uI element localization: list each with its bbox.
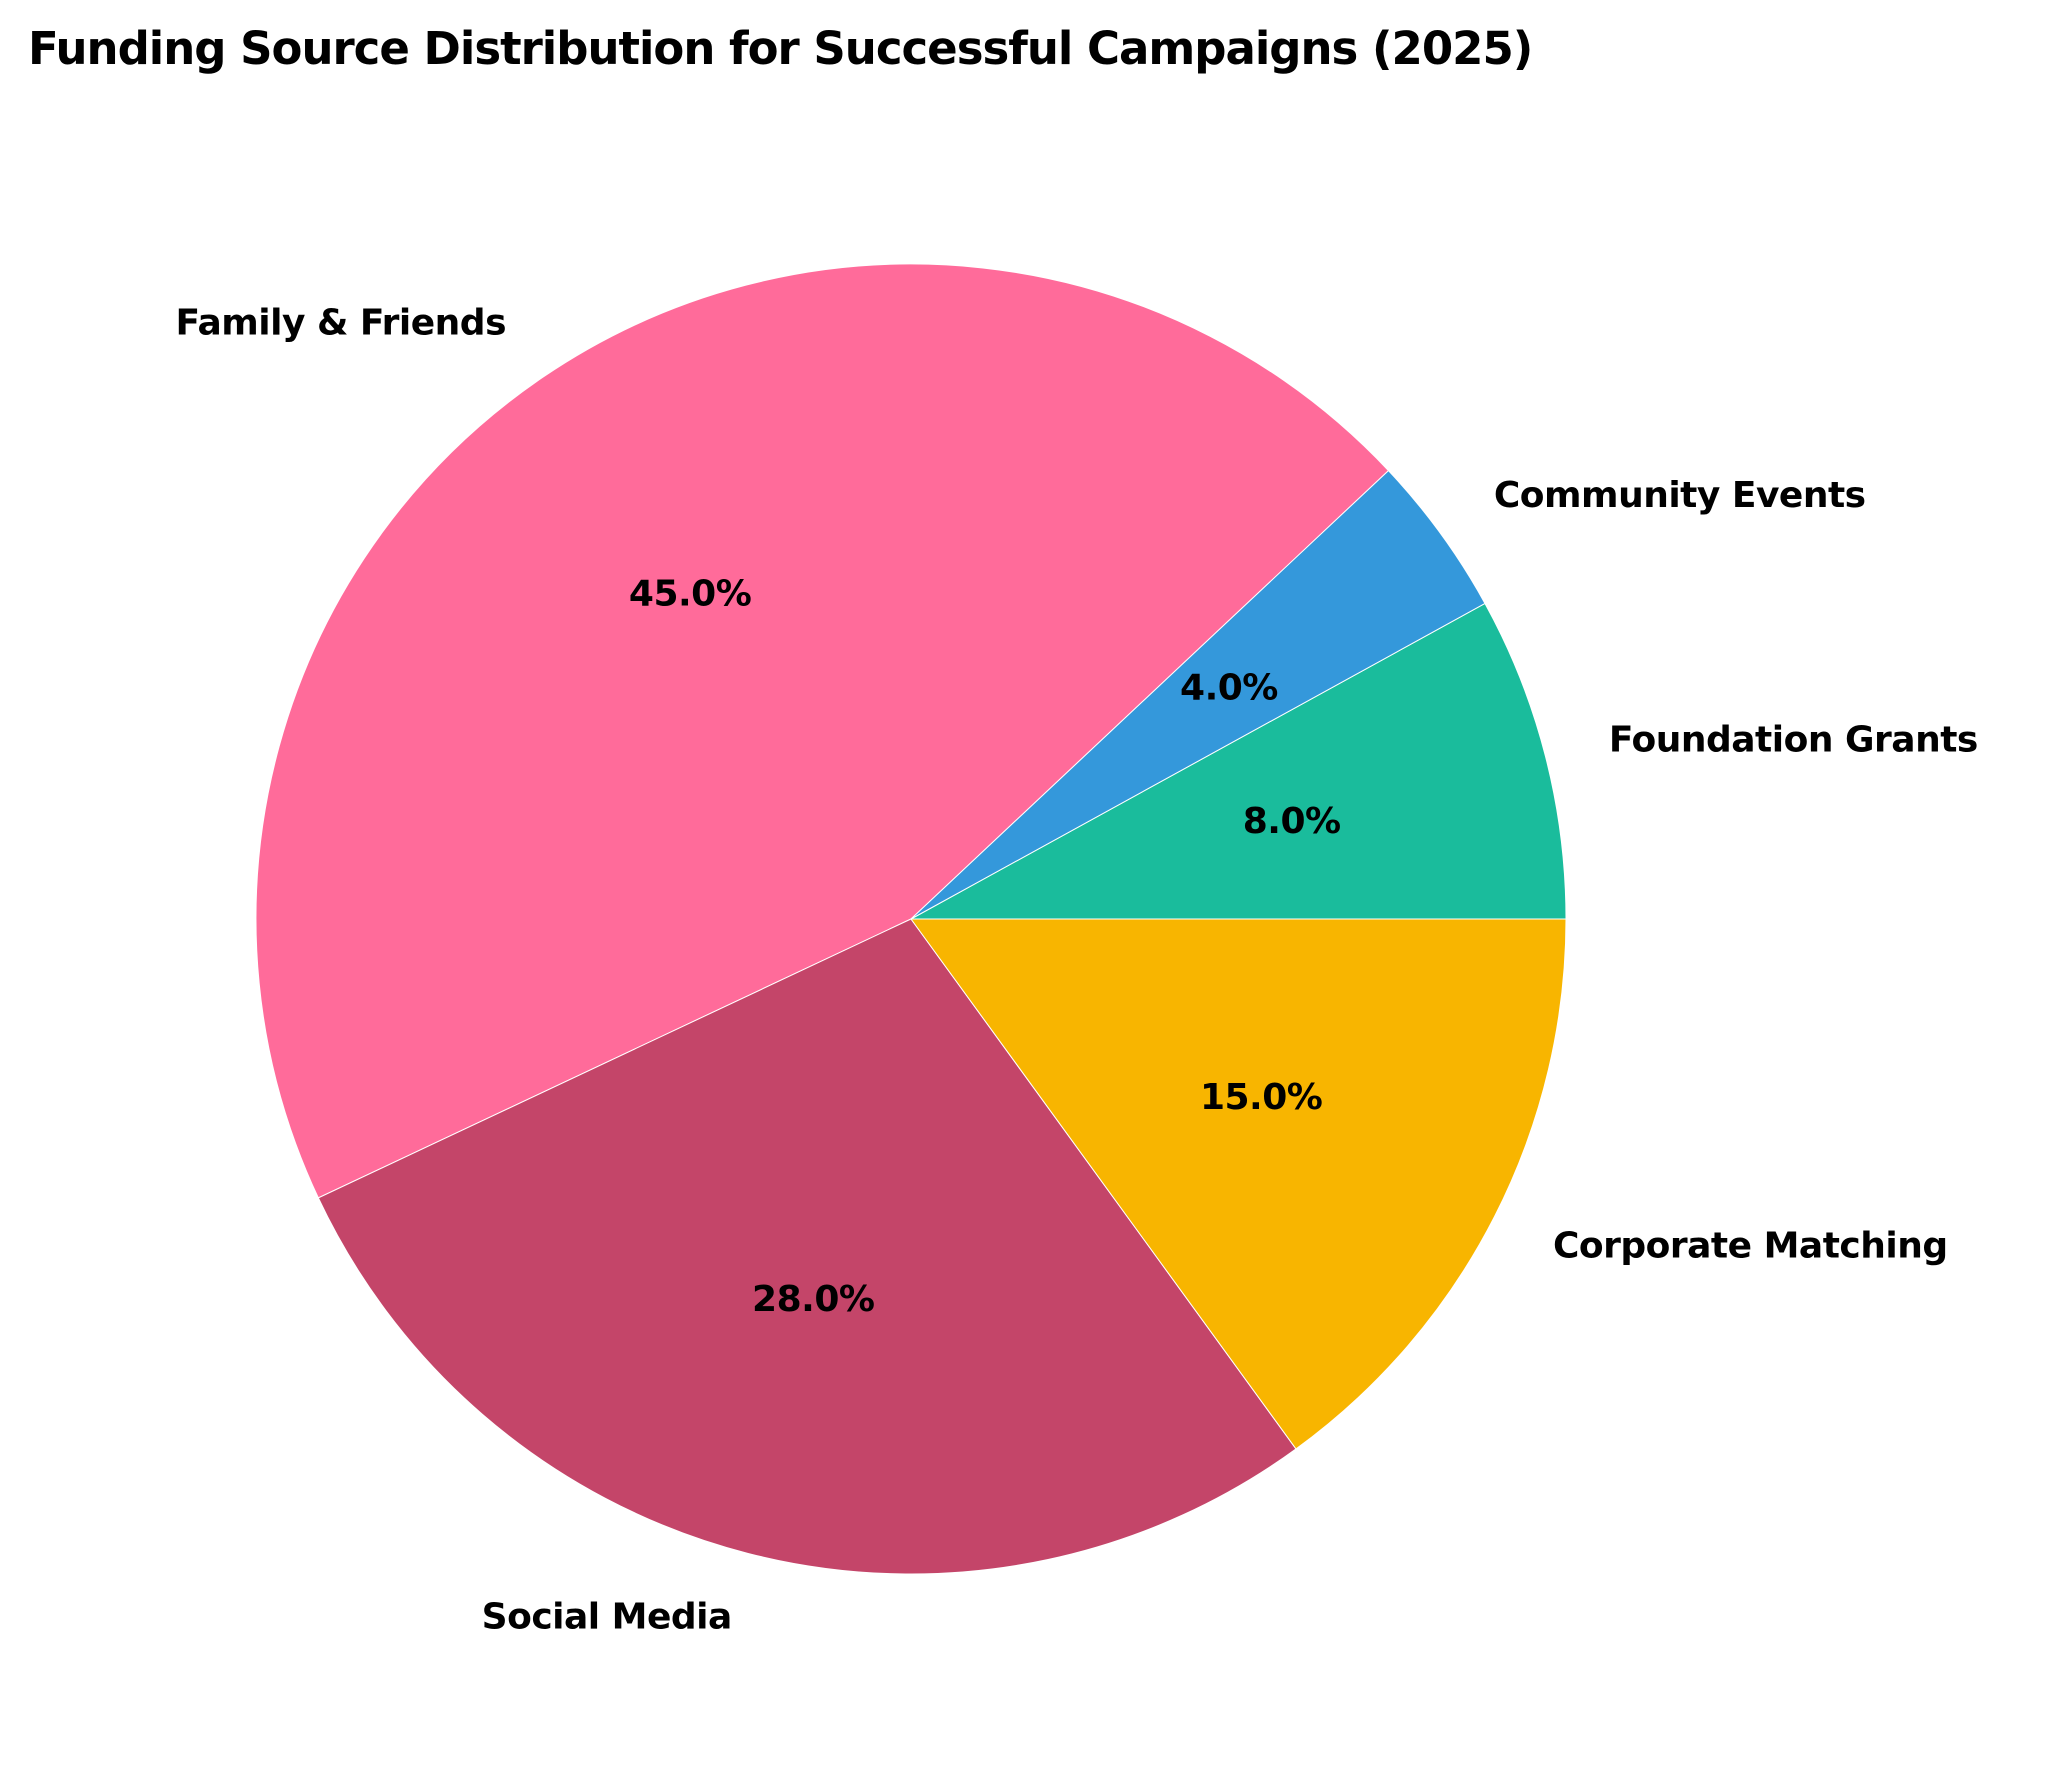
chart-title: Funding Source Distribution for Successf… [28, 22, 1533, 75]
percent-label-social-media: 28.0% [752, 1279, 874, 1320]
slice-social-media [317, 918, 1297, 1575]
pie-slices [255, 263, 1567, 1575]
percent-label-corporate-matching: 15.0% [1200, 1077, 1322, 1118]
slice-foundation-grants [910, 602, 1567, 920]
slice-family-friends [255, 263, 1390, 1199]
slice-label-family-friends: Family & Friends [175, 303, 506, 344]
percent-label-foundation-grants: 8.0% [1243, 801, 1341, 842]
slice-label-social-media: Social Media [482, 1596, 732, 1637]
percent-label-family-friends: 45.0% [629, 573, 751, 614]
slice-label-foundation-grants: Foundation Grants [1609, 719, 1978, 760]
slice-corporate-matching [910, 918, 1567, 1450]
slice-community-events [910, 469, 1486, 920]
pie-labels: Family & Friends 45.0% Social Media 28.0% Co… [175, 303, 1978, 1638]
slice-label-community-events: Community Events [1494, 475, 1866, 516]
slice-label-corporate-matching: Corporate Matching [1553, 1226, 1948, 1267]
percent-label-community-events: 4.0% [1180, 668, 1278, 709]
